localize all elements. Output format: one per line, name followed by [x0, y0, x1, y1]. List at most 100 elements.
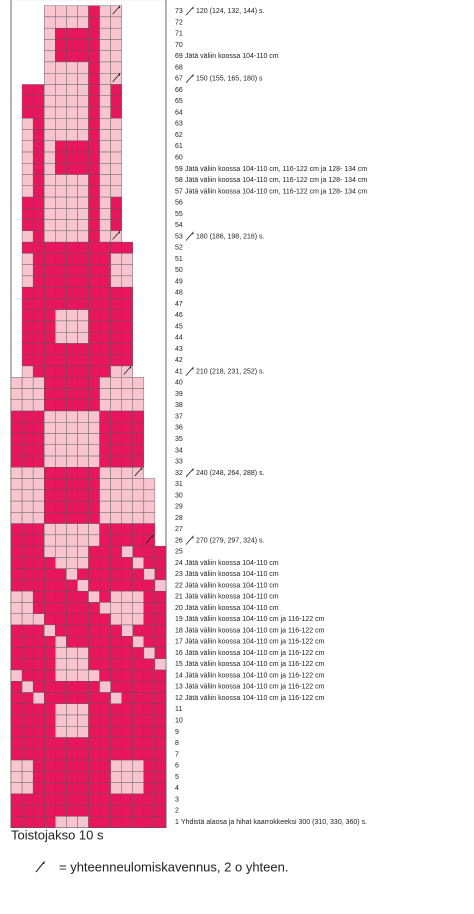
chart-cell — [110, 16, 122, 29]
chart-cell — [143, 703, 156, 716]
chart-cell — [99, 512, 111, 524]
chart-cell — [110, 50, 122, 63]
chart-cell — [88, 433, 100, 445]
chart-cell — [44, 253, 56, 265]
chart-cell — [121, 253, 133, 265]
chart-cell — [32, 804, 45, 817]
chart-cell — [55, 804, 67, 817]
chart-cell — [55, 793, 67, 806]
chart-cell — [132, 399, 145, 412]
chart-cell — [154, 714, 167, 727]
chart-cell — [110, 534, 122, 547]
chart-cell — [44, 703, 56, 716]
cell-decrease-symbol — [134, 466, 143, 477]
chart-cell — [110, 759, 122, 772]
chart-cell — [110, 782, 122, 795]
row-note: Jätä väliin koossa 104-110 cm ja 116-122… — [185, 650, 325, 657]
chart-cell — [110, 410, 122, 423]
chart-cell — [121, 613, 133, 626]
chart-cell — [44, 478, 56, 491]
chart-cell — [10, 467, 23, 479]
chart-cell — [132, 782, 145, 795]
chart-cell — [110, 275, 122, 288]
chart-cell — [154, 748, 167, 761]
chart-cell — [55, 455, 67, 468]
chart-cell — [77, 489, 89, 502]
chart-cell — [132, 478, 145, 491]
chart-cell — [110, 478, 122, 491]
chart-cell — [121, 669, 133, 682]
chart-cell — [121, 692, 133, 704]
chart-cell — [88, 354, 100, 367]
chart-cell — [99, 467, 111, 479]
chart-cell — [66, 377, 78, 389]
row-number: 69 — [175, 53, 183, 60]
chart-cell — [55, 523, 67, 536]
chart-cell — [132, 467, 145, 479]
chart-cell — [121, 636, 133, 648]
chart-cell — [21, 613, 34, 626]
chart-cell — [55, 298, 67, 310]
chart-cell — [88, 444, 100, 457]
chart-cell — [143, 534, 156, 547]
chart-cell — [32, 230, 45, 243]
row-number: 48 — [175, 290, 183, 297]
chart-cell — [121, 286, 133, 299]
chart-cell — [143, 669, 156, 682]
row-number: 5 — [175, 774, 179, 781]
chart-cell — [21, 174, 34, 187]
chart-cell — [66, 174, 78, 187]
row-note: 150 (155, 165, 180) s — [196, 76, 263, 83]
chart-cell — [55, 275, 67, 288]
chart-cell — [143, 500, 156, 513]
chart-cell — [44, 27, 56, 40]
chart-cell — [55, 140, 67, 153]
chart-cell — [99, 388, 111, 400]
chart-cell — [44, 84, 56, 96]
chart-cell — [55, 613, 67, 626]
chart-cell — [77, 816, 89, 828]
chart-cell — [44, 343, 56, 355]
chart-cell — [99, 647, 111, 659]
chart-cell — [21, 523, 34, 536]
chart-cell — [32, 681, 45, 693]
chart-cell — [55, 196, 67, 209]
chart-cell — [32, 118, 45, 130]
chart-cell — [88, 219, 100, 232]
chart-cell — [110, 703, 122, 716]
chart-cell — [55, 714, 67, 727]
chart-cell — [32, 129, 45, 141]
chart-cell — [44, 523, 56, 536]
chart-cell — [110, 624, 122, 637]
chart-cell — [21, 163, 34, 175]
chart-cell — [99, 309, 111, 322]
chart-cell — [143, 793, 156, 806]
chart-cell — [55, 658, 67, 671]
chart-cell — [32, 208, 45, 220]
chart-cell — [132, 579, 145, 592]
chart-cell — [66, 422, 78, 434]
chart-cell — [44, 50, 56, 63]
chart-cell — [143, 714, 156, 727]
chart-cell — [77, 106, 89, 119]
row-note: Yhdistä alaosa ja hihat kaarrokkeeksi 30… — [181, 819, 367, 826]
chart-cell — [77, 523, 89, 536]
chart-cell — [77, 478, 89, 491]
chart-cell — [99, 61, 111, 74]
chart-cell — [88, 298, 100, 310]
chart-cell — [55, 467, 67, 479]
chart-cell — [55, 399, 67, 412]
chart-cell — [32, 737, 45, 750]
row-note: Jätä väliin koossa 104-110 cm ja 116-122… — [185, 639, 325, 646]
chart-cell — [77, 140, 89, 153]
chart-cell — [66, 568, 78, 581]
chart-cell — [44, 692, 56, 704]
chart-cell — [77, 320, 89, 333]
chart-cell — [32, 793, 45, 806]
chart-cell — [99, 681, 111, 693]
chart-cell — [32, 298, 45, 310]
chart-cell — [77, 759, 89, 772]
chart-cell — [66, 230, 78, 243]
chart-cell — [121, 478, 133, 491]
row-number: 61 — [175, 143, 183, 150]
